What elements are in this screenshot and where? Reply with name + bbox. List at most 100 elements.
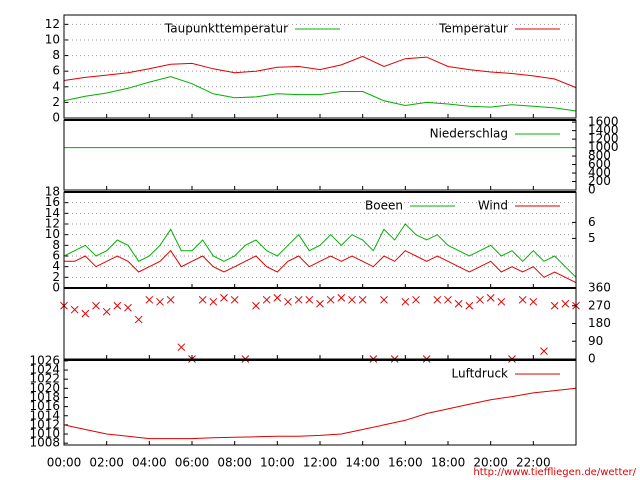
point-marker xyxy=(550,301,559,310)
point-marker xyxy=(209,297,218,306)
y-tick-label: 1012 xyxy=(29,417,60,431)
point-marker xyxy=(444,295,452,304)
y2-tick-label: 1000 xyxy=(588,140,619,154)
x-tick-label: 20:00 xyxy=(473,456,508,470)
y-tick-label: 1018 xyxy=(29,390,60,404)
y-tick-label: 0 xyxy=(52,111,60,125)
point-marker xyxy=(70,305,79,314)
point-marker xyxy=(561,299,570,308)
point-marker xyxy=(262,295,271,304)
x-tick-label: 18:00 xyxy=(431,456,466,470)
point-marker xyxy=(230,295,239,304)
series-line xyxy=(63,387,577,440)
point-marker xyxy=(337,294,346,302)
legend-label: Niederschlag xyxy=(430,127,508,141)
point-marker xyxy=(166,295,175,304)
y-tick-label: 4 xyxy=(52,259,60,273)
y-tick-label: 12 xyxy=(45,217,60,231)
y2-tick-label: 800 xyxy=(588,149,611,163)
y-tick-label: 1014 xyxy=(29,408,60,422)
point-marker xyxy=(124,303,132,312)
point-marker xyxy=(433,295,442,304)
x-tick-label: 00:00 xyxy=(47,456,82,470)
x-tick-label: 22:00 xyxy=(516,456,551,470)
point-marker xyxy=(486,294,495,302)
point-marker xyxy=(497,297,506,306)
legend-label: Temperatur xyxy=(438,22,508,36)
y-tick-label: 0 xyxy=(52,281,60,295)
point-marker xyxy=(220,294,228,302)
y2-tick-label: 1200 xyxy=(588,132,619,146)
x-tick-label: 06:00 xyxy=(175,456,210,470)
point-marker xyxy=(305,295,314,304)
y-tick-label: 16 xyxy=(45,195,60,209)
point-marker xyxy=(273,294,282,302)
y-tick-label: 12 xyxy=(45,17,60,31)
point-marker xyxy=(177,343,186,352)
y-tick-label: 4 xyxy=(52,79,60,93)
point-marker xyxy=(454,299,463,308)
point-marker xyxy=(113,301,122,310)
y-tick-label: 10 xyxy=(45,32,60,46)
y2-tick-label: 180 xyxy=(588,316,611,330)
point-marker xyxy=(81,309,90,318)
point-marker xyxy=(465,301,474,310)
legend-label: Taupunkttemperatur xyxy=(164,22,288,36)
point-marker xyxy=(316,299,324,308)
y2-tick-label: 400 xyxy=(588,166,611,180)
point-marker xyxy=(518,295,527,304)
y-tick-label: 1008 xyxy=(29,436,60,450)
y-tick-label: 18 xyxy=(45,185,60,199)
y-tick-label: 8 xyxy=(52,48,60,62)
point-marker xyxy=(156,297,164,306)
y2-tick-label: 90 xyxy=(588,334,603,348)
point-marker xyxy=(102,307,111,316)
legend-label: Wind xyxy=(478,199,508,213)
point-marker xyxy=(134,315,143,324)
series-line xyxy=(64,249,577,284)
y-tick-label: 1010 xyxy=(29,427,60,441)
series-line xyxy=(63,76,577,112)
point-marker xyxy=(348,295,356,304)
series-line xyxy=(63,223,577,278)
y2-tick-label: 270 xyxy=(588,298,611,312)
point-marker xyxy=(145,295,154,304)
y-tick-label: 8 xyxy=(52,238,60,252)
x-tick-label: 14:00 xyxy=(345,456,380,470)
x-tick-label: 08:00 xyxy=(217,456,252,470)
point-marker xyxy=(252,301,260,310)
point-marker xyxy=(358,295,367,304)
point-marker xyxy=(380,295,388,304)
point-marker xyxy=(412,295,420,304)
y-tick-label: 1026 xyxy=(29,353,60,367)
point-marker xyxy=(284,297,292,306)
y2-tick-label: 6 xyxy=(588,215,596,229)
point-marker xyxy=(540,347,548,355)
point-marker xyxy=(198,295,207,304)
y-tick-label: 1020 xyxy=(29,381,60,395)
y-tick-label: 6 xyxy=(52,249,60,263)
y-tick-label: 10 xyxy=(45,227,60,241)
y2-tick-label: 200 xyxy=(588,174,611,188)
y2-tick-label: 600 xyxy=(588,157,611,171)
y-tick-label: 14 xyxy=(45,206,60,220)
y-tick-label: 1024 xyxy=(29,363,60,377)
x-tick-label: 16:00 xyxy=(388,456,423,470)
y-tick-label: 6 xyxy=(52,64,60,78)
y2-tick-label: 0 xyxy=(588,183,596,197)
x-tick-label: 10:00 xyxy=(260,456,295,470)
series-line xyxy=(63,55,577,89)
x-tick-label: 04:00 xyxy=(132,456,167,470)
point-marker xyxy=(326,295,335,304)
y2-tick-label: 1600 xyxy=(588,115,619,129)
point-marker xyxy=(476,295,484,304)
y-tick-label: 1022 xyxy=(29,372,60,386)
footer-url: http://www.tieffliegen.de/wetter/ xyxy=(473,467,636,478)
point-marker xyxy=(529,297,538,306)
y2-tick-label: 1400 xyxy=(588,123,619,137)
y2-tick-label: 360 xyxy=(588,281,611,295)
legend-label: Boeen xyxy=(365,199,403,213)
point-marker xyxy=(401,297,410,306)
